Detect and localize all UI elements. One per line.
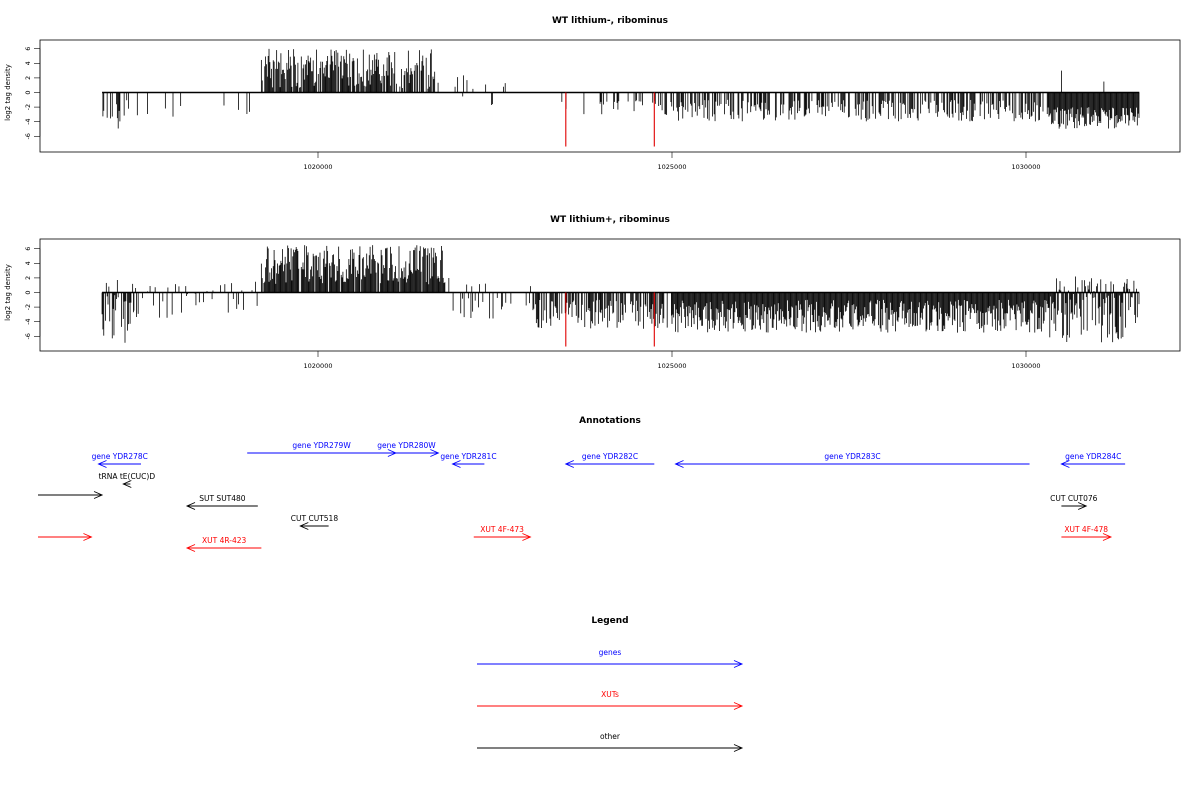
feature-label: gene YDR278C (92, 452, 148, 461)
feature-label: CUT CUT518 (291, 514, 339, 523)
y-tick-label: 0 (24, 290, 32, 294)
x-tick-label: 1020000 (304, 163, 333, 171)
feature-arrow-head (185, 502, 196, 510)
feature-arrow-head (83, 533, 93, 541)
feature-arrow-head (97, 460, 107, 468)
feature-arrow-head (1060, 460, 1070, 468)
feature-arrow-head (430, 449, 440, 457)
y-tick-label: -2 (24, 104, 32, 110)
y-tick-label: 0 (24, 90, 32, 94)
y-tick-label: -4 (24, 318, 32, 324)
legend-label: XUTs (601, 690, 619, 699)
feature-arrow-head (93, 491, 104, 499)
y-tick-label: 2 (24, 76, 32, 80)
y-tick-label: -6 (24, 333, 32, 339)
chart-title: WT lithium+, ribominus (550, 215, 670, 225)
y-tick-label: -6 (24, 133, 32, 139)
feature-label: SUT SUT480 (199, 494, 246, 503)
feature-arrow-head (522, 533, 532, 541)
legend-title: Legend (591, 616, 628, 626)
feature-label: gene YDR281C (440, 452, 496, 461)
legend-arrow-head (733, 660, 744, 668)
y-tick-label: 6 (24, 247, 32, 251)
legend-arrow-head (733, 744, 744, 752)
feature-label: XUT 4F-473 (480, 525, 524, 534)
x-tick-label: 1025000 (658, 362, 687, 370)
legend-label: other (600, 732, 621, 741)
feature-label: tRNA tE(CUC)D (99, 472, 156, 481)
feature-label: gene YDR282C (582, 452, 638, 461)
y-tick-label: -2 (24, 304, 32, 310)
feature-arrow-head (299, 522, 309, 530)
feature-label: gene YDR283C (824, 452, 880, 461)
feature-arrow-head (1077, 502, 1088, 510)
y-tick-label: 2 (24, 276, 32, 280)
legend-arrow-head (733, 702, 744, 710)
feature-label: XUT 4R-423 (202, 536, 247, 545)
annotations-title: Annotations (579, 416, 641, 426)
feature-label: XUT 4F-478 (1064, 525, 1108, 534)
feature-label: gene YDR284C (1065, 452, 1121, 461)
feature-label: CUT CUT076 (1050, 494, 1098, 503)
y-axis-label: log2 tag density (4, 64, 12, 121)
feature-arrow-head (185, 544, 196, 552)
x-tick-label: 1030000 (1012, 163, 1041, 171)
y-tick-label: 4 (24, 61, 32, 65)
feature-arrow-head (1102, 533, 1113, 541)
feature-label: gene YDR280W (377, 441, 436, 450)
y-tick-label: 6 (24, 47, 32, 51)
feature-arrow-head (122, 480, 132, 488)
chart-title: WT lithium-, ribominus (552, 16, 668, 26)
feature-arrow-head (674, 460, 684, 468)
x-tick-label: 1025000 (658, 163, 687, 171)
feature-label: gene YDR279W (292, 441, 351, 450)
feature-arrow-head (564, 460, 574, 468)
x-tick-label: 1020000 (304, 362, 333, 370)
legend-label: genes (599, 648, 622, 657)
y-tick-label: 4 (24, 261, 32, 265)
x-tick-label: 1030000 (1012, 362, 1041, 370)
y-tick-label: -4 (24, 118, 32, 124)
feature-arrow-head (451, 460, 461, 468)
y-axis-label: log2 tag density (4, 264, 12, 321)
